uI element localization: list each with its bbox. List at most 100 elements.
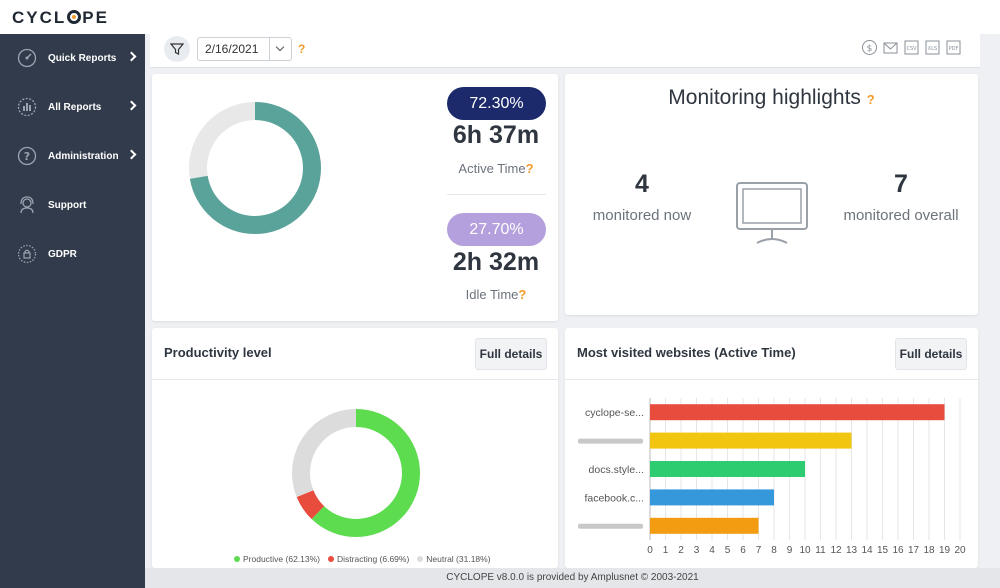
websites-title: Most visited websites (Active Time) (577, 345, 796, 360)
footer: CYCLOPE v8.0.0 is provided by Amplusnet … (145, 568, 1000, 588)
help-icon[interactable]: ? (518, 287, 527, 302)
date-picker[interactable]: 2/16/2021 (197, 37, 292, 61)
x-tick-label: 19 (939, 545, 951, 556)
sidebar-item-administration[interactable]: ? Administration (0, 136, 145, 176)
productivity-donut-chart (292, 409, 420, 537)
x-tick-label: 20 (954, 545, 966, 556)
x-tick-label: 5 (725, 545, 731, 556)
report-toolbar: 2/16/2021 ? $ CSV XLS PDF (150, 34, 980, 68)
x-tick-label: 4 (709, 545, 715, 556)
x-tick-label: 10 (799, 545, 811, 556)
svg-text:CSV: CSV (906, 46, 917, 52)
legend-item-distracting: Distracting (6.69%) (328, 554, 409, 564)
sidebar-item-label: All Reports (48, 101, 102, 113)
bar[interactable] (650, 517, 759, 534)
sidebar-item-label: Quick Reports (48, 52, 117, 64)
donut-active-segment (189, 102, 321, 234)
reports-icon (17, 97, 37, 117)
csv-export-icon[interactable]: CSV (903, 39, 920, 56)
help-circle-icon: ? (17, 146, 37, 166)
x-tick-label: 12 (830, 545, 842, 556)
y-category-label: facebook.c... (584, 492, 644, 504)
x-tick-label: 18 (923, 545, 935, 556)
cyclope-logo[interactable]: CYCL PE (12, 8, 109, 27)
active-percent-badge: 72.30% (447, 87, 546, 120)
legend-dot (328, 556, 335, 562)
idle-time-value: 2h 32m (452, 248, 540, 276)
svg-text:?: ? (24, 150, 30, 163)
sidebar-item-quick-reports[interactable]: Quick Reports (0, 38, 145, 78)
x-tick-label: 1 (663, 545, 669, 556)
productivity-level-card: Productivity level Full details Producti… (152, 328, 558, 568)
legend-dot (417, 556, 424, 562)
pdf-export-icon[interactable]: PDF (945, 39, 962, 56)
legend-label: Productive (62.13%) (243, 554, 321, 564)
divider (565, 379, 978, 380)
active-time-label-text: Active Time (458, 161, 526, 176)
activity-card: 72.30% 6h 37m Active Time? 27.70% 2h 32m… (152, 74, 558, 321)
chevron-right-icon (126, 149, 137, 160)
chevron-right-icon (126, 100, 137, 111)
x-tick-label: 17 (908, 545, 920, 556)
support-headset-icon (20, 196, 34, 214)
websites-full-details-button[interactable]: Full details (895, 338, 967, 370)
active-time-value: 6h 37m (452, 121, 540, 149)
websites-bar-chart: 0 1 2 3 4 5 6 7 8 9 10 11 12 13 14 15 16 17 18 19 20cyclope-… (578, 398, 966, 556)
sidebar-item-support[interactable]: Support (0, 185, 145, 225)
monitored-overall-label: monitored overall (843, 207, 959, 224)
monitoring-highlights-title: Monitoring highlights ? (565, 86, 978, 110)
xls-export-icon[interactable]: XLS (924, 39, 941, 56)
donate-icon[interactable]: $ (861, 39, 878, 56)
highlights-title-text: Monitoring highlights (668, 86, 861, 109)
sidebar-item-gdpr[interactable]: GDPR (0, 234, 145, 274)
filter-button[interactable] (164, 36, 190, 62)
legend-label: Neutral (31.18%) (426, 554, 491, 564)
email-report-icon[interactable] (882, 39, 899, 56)
bar[interactable] (650, 432, 852, 449)
sidebar-item-all-reports[interactable]: All Reports (0, 87, 145, 127)
activity-donut-chart (189, 102, 321, 234)
active-time-label: Active Time? (431, 161, 561, 176)
monitored-now-count: 4 (635, 170, 649, 198)
x-tick-label: 6 (740, 545, 746, 556)
help-icon[interactable]: ? (525, 161, 534, 176)
chevron-down-icon[interactable] (269, 38, 291, 60)
x-tick-label: 15 (877, 545, 889, 556)
most-visited-websites-card: Most visited websites (Active Time) Full… (565, 328, 978, 568)
bar[interactable] (650, 404, 945, 421)
svg-text:$: $ (867, 44, 873, 54)
monitoring-highlights-card: Monitoring highlights ? 4 monitored now … (565, 74, 978, 315)
redacted-category-label (578, 438, 643, 444)
idle-percent-badge: 27.70% (447, 213, 546, 246)
productivity-full-details-button[interactable]: Full details (475, 338, 547, 370)
monitored-now-label: monitored now (592, 207, 692, 224)
x-tick-label: 7 (756, 545, 762, 556)
x-tick-label: 2 (678, 545, 684, 556)
date-value: 2/16/2021 (205, 42, 259, 56)
y-category-label: cyclope-se... (585, 407, 644, 419)
help-icon[interactable]: ? (866, 92, 875, 107)
legend-label: Distracting (6.69%) (337, 554, 410, 564)
sidebar-item-label: GDPR (48, 248, 77, 260)
sidebar-item-label: Administration (48, 150, 119, 162)
gauge-icon (17, 48, 37, 68)
x-tick-label: 14 (861, 545, 873, 556)
filter-icon (170, 43, 184, 55)
sidebar: Quick Reports All Reports ? Administrati… (0, 34, 145, 588)
y-category-label: docs.style... (589, 464, 644, 476)
x-tick-label: 11 (815, 545, 826, 556)
export-buttons: $ CSV XLS PDF (861, 39, 962, 56)
x-tick-label: 13 (846, 545, 858, 556)
x-tick-label: 8 (771, 545, 777, 556)
chevron-right-icon (126, 51, 137, 62)
x-tick-label: 9 (787, 545, 793, 556)
bar[interactable] (650, 461, 805, 477)
monitored-overall-count: 7 (894, 170, 908, 198)
neutral-segment (292, 409, 420, 537)
svg-text:XLS: XLS (928, 46, 937, 52)
bar[interactable] (650, 489, 774, 506)
x-tick-label: 3 (694, 545, 700, 556)
help-icon[interactable]: ? (298, 42, 306, 56)
legend-dot (234, 556, 240, 562)
productivity-title: Productivity level (164, 345, 272, 360)
